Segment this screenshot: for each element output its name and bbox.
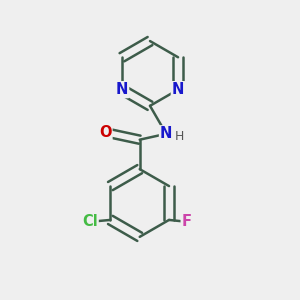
Text: Cl: Cl [82, 214, 98, 229]
Text: N: N [116, 82, 128, 97]
Text: F: F [182, 214, 192, 229]
Text: N: N [160, 126, 172, 141]
Text: O: O [99, 125, 112, 140]
Text: H: H [174, 130, 184, 143]
Text: N: N [172, 82, 184, 97]
